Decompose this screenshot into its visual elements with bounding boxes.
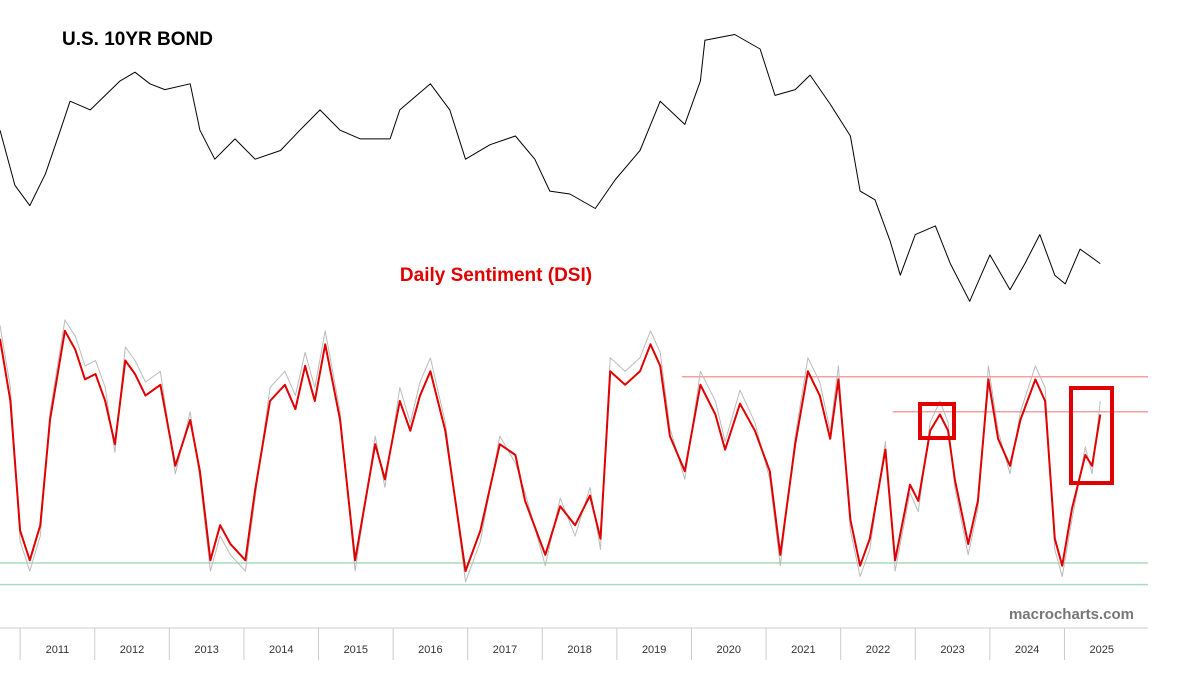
highlight-box — [918, 402, 956, 440]
x-tick-label: 2020 — [717, 644, 741, 656]
x-tick-label: 2024 — [1015, 644, 1039, 656]
x-tick-label: 2013 — [194, 644, 218, 656]
x-tick-label: 2022 — [866, 644, 890, 656]
dsi-title: Daily Sentiment (DSI) — [400, 265, 592, 286]
series-line — [0, 319, 1101, 583]
series-line — [0, 34, 1101, 302]
x-tick-label: 2017 — [493, 644, 517, 656]
x-tick-label: 2015 — [344, 644, 368, 656]
x-tick-label: 2012 — [120, 644, 144, 656]
watermark: macrocharts.com — [1009, 606, 1134, 623]
x-tick-label: 2011 — [46, 644, 70, 656]
series-line — [0, 329, 1102, 573]
x-tick-label: 2014 — [269, 644, 293, 656]
bond-title: U.S. 10YR BOND — [62, 29, 213, 50]
x-tick-label: 2019 — [642, 644, 666, 656]
x-tick-label: 2021 — [791, 644, 815, 656]
x-tick-label: 2016 — [418, 644, 442, 656]
x-tick-label: 2025 — [1090, 644, 1114, 656]
x-tick-label: 2018 — [567, 644, 591, 656]
highlight-box — [1069, 386, 1114, 485]
x-tick-label: 2023 — [940, 644, 964, 656]
